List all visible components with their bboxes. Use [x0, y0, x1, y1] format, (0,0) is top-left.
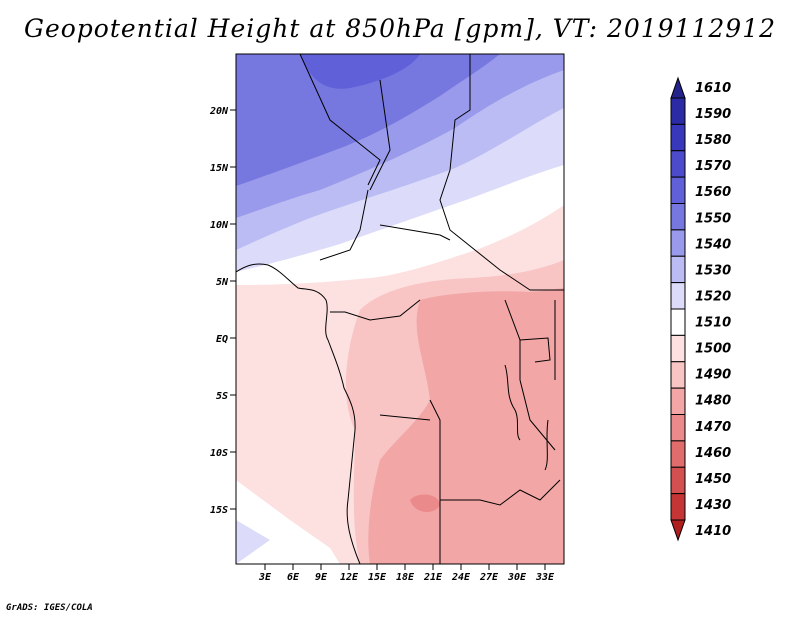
lon-label-21e: 21E	[423, 572, 443, 583]
west-coast	[236, 263, 361, 564]
lon-label-6e: 6E	[287, 572, 300, 583]
colorbar-cap-bottom	[670, 519, 686, 542]
field-1520-south	[236, 520, 270, 564]
lon-label-15e: 15E	[368, 572, 387, 583]
lakes	[504, 364, 549, 471]
colorbar-swatch	[670, 255, 686, 284]
lat-label-eq: EQ	[216, 334, 228, 345]
colorbar-label: 1500	[695, 342, 731, 357]
map-frame	[235, 53, 565, 565]
lat-label-15s: 15S	[210, 505, 228, 516]
colorbar-label: 1530	[695, 263, 731, 278]
field-1560	[300, 54, 420, 89]
colorbar-label: 1450	[695, 472, 731, 487]
lat-label-15n: 15N	[210, 163, 229, 174]
lat-label-5n: 5N	[216, 277, 229, 288]
colorbar-swatch	[670, 203, 686, 231]
lat-axis: 20N 15N 10N 5N EQ 5S 10S 15S	[209, 106, 236, 516]
colorbar-swatch	[670, 97, 686, 125]
lon-label-3e: 3E	[258, 572, 272, 583]
colorbar-swatch	[670, 414, 686, 442]
field-1480	[368, 288, 564, 564]
lon-label-27e: 27E	[479, 572, 499, 583]
lat-label-10s: 10S	[210, 448, 228, 459]
lat-label-5s: 5S	[216, 391, 228, 402]
colorbar-swatch	[670, 123, 686, 152]
colorbar-swatch	[670, 493, 686, 521]
colorbar-label: 1490	[695, 368, 731, 383]
chart-title: Geopotential Height at 850hPa [gpm], VT:…	[23, 14, 777, 43]
lon-label-18e: 18E	[396, 572, 415, 583]
coastlines-borders	[236, 54, 564, 564]
colorbar-label: 1480	[695, 394, 731, 409]
colorbar-swatch	[670, 387, 686, 415]
colorbar: 1610 1590 1580 1570 1560 1550 1540 1530 1520 1510…	[670, 76, 731, 542]
colorbar-swatch	[670, 176, 686, 204]
colorbar-swatch	[670, 282, 686, 310]
colorbar-label: 1590	[695, 107, 731, 122]
colorbar-swatch	[670, 150, 686, 178]
colorbar-swatch	[670, 466, 686, 495]
colorbar-label: 1430	[695, 498, 731, 513]
colorbar-cap-top	[670, 76, 686, 99]
colorbar-label: 1560	[695, 185, 731, 200]
lat-label-10n: 10N	[210, 220, 229, 231]
colorbar-swatch	[670, 334, 686, 363]
country-borders	[299, 54, 564, 564]
colorbar-swatch	[670, 308, 686, 336]
colorbar-swatch	[670, 229, 686, 257]
colorbar-swatch	[670, 440, 686, 468]
colorbar-label: 1520	[695, 289, 731, 304]
colorbar-swatch	[670, 361, 686, 389]
grads-credit: GrADS: IGES/COLA	[6, 603, 93, 613]
lon-label-30e: 30E	[507, 572, 527, 583]
lon-axis: 3E 6E 9E 12E 15E 18E 21E 24E 27E 30E 33E	[258, 564, 555, 583]
colorbar-label: 1460	[695, 446, 731, 461]
colorbar-label: 1470	[695, 420, 731, 435]
lon-label-33e: 33E	[535, 572, 555, 583]
colorbar-label: 1550	[695, 211, 731, 226]
field-1470	[410, 494, 440, 512]
colorbar-label: 1570	[695, 159, 731, 174]
colorbar-label: 1540	[695, 237, 731, 252]
lon-label-9e: 9E	[315, 572, 328, 583]
colorbar-label: 1610	[695, 81, 731, 96]
field-1550	[236, 54, 500, 186]
colorbar-label: 1510	[695, 316, 731, 331]
colorbar-label: 1410	[695, 524, 731, 539]
colorbar-label: 1580	[695, 133, 731, 148]
lon-label-12e: 12E	[340, 572, 359, 583]
lat-label-20n: 20N	[209, 106, 229, 117]
lon-label-24e: 24E	[451, 572, 471, 583]
height-field	[236, 54, 564, 564]
